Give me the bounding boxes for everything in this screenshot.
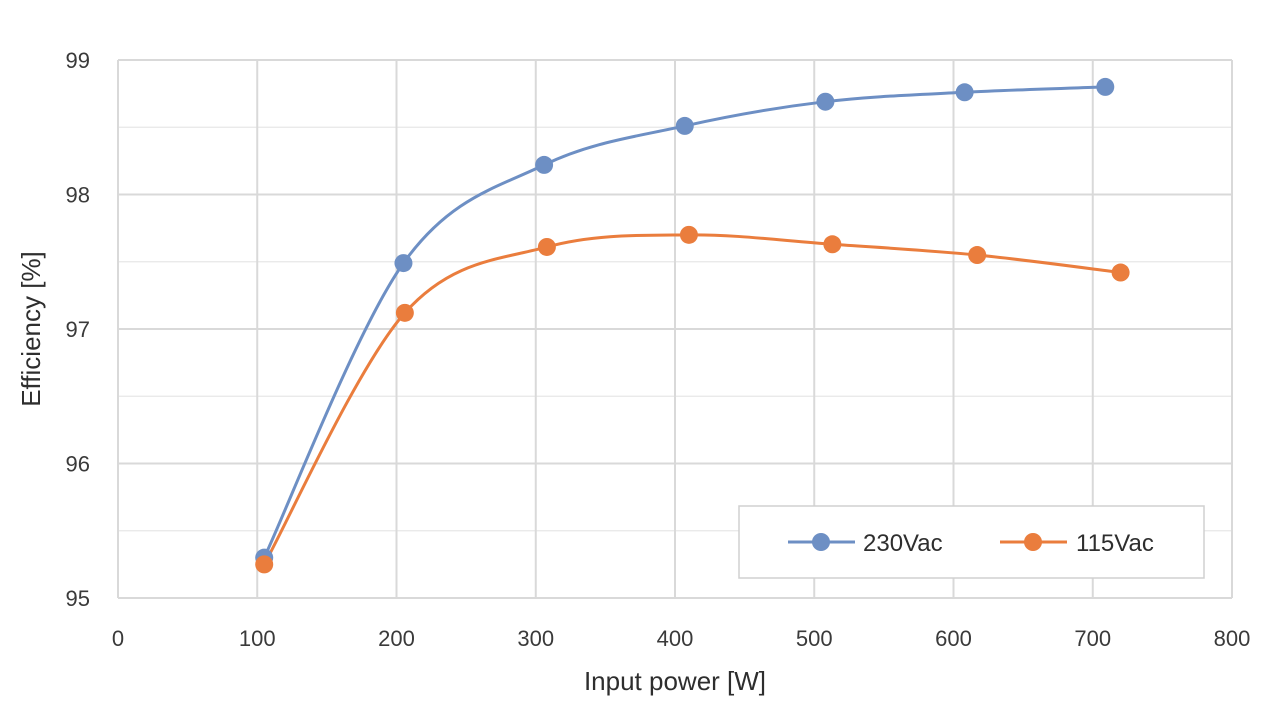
data-point-230vac <box>955 83 974 102</box>
series-layer <box>255 77 1130 574</box>
data-point-115vac <box>1111 263 1130 282</box>
data-point-115vac <box>679 225 698 244</box>
series-line-230vac <box>262 85 1107 560</box>
x-tick-label: 400 <box>657 626 694 651</box>
x-tick-label: 100 <box>239 626 276 651</box>
legend: 230Vac 115Vac <box>738 505 1205 579</box>
data-point-115vac <box>823 235 842 254</box>
y-tick-label: 96 <box>66 452 90 477</box>
axis-layer: 95 96 97 98 99 0 100 200 300 400 500 600 700 800 <box>66 48 1251 651</box>
data-point-115vac <box>537 237 556 256</box>
legend-label-115vac: 115Vac <box>1076 530 1154 557</box>
legend-marker-230vac <box>812 533 830 551</box>
x-axis-title: Input power [W] <box>584 666 766 696</box>
x-tick-label: 800 <box>1214 626 1251 651</box>
legend-label-230vac: 230Vac <box>863 530 943 557</box>
data-point-230vac <box>675 116 694 135</box>
legend-marker-115vac <box>1024 533 1042 551</box>
data-point-115vac <box>255 555 274 574</box>
x-tick-label: 600 <box>935 626 972 651</box>
y-axis-title: Efficiency [%] <box>16 251 46 407</box>
data-point-230vac <box>816 92 835 111</box>
data-point-115vac <box>395 303 414 322</box>
data-point-230vac <box>1096 77 1115 96</box>
x-tick-label: 0 <box>112 626 124 651</box>
x-tick-label: 300 <box>517 626 554 651</box>
y-tick-label: 98 <box>66 183 90 208</box>
x-tick-label: 500 <box>796 626 833 651</box>
x-tick-label: 200 <box>378 626 415 651</box>
data-point-115vac <box>968 246 987 265</box>
y-tick-label: 99 <box>66 48 90 73</box>
data-point-230vac <box>394 254 413 273</box>
y-tick-label: 95 <box>66 586 90 611</box>
x-tick-label: 700 <box>1074 626 1111 651</box>
y-tick-label: 97 <box>66 317 90 342</box>
data-point-230vac <box>535 155 554 174</box>
